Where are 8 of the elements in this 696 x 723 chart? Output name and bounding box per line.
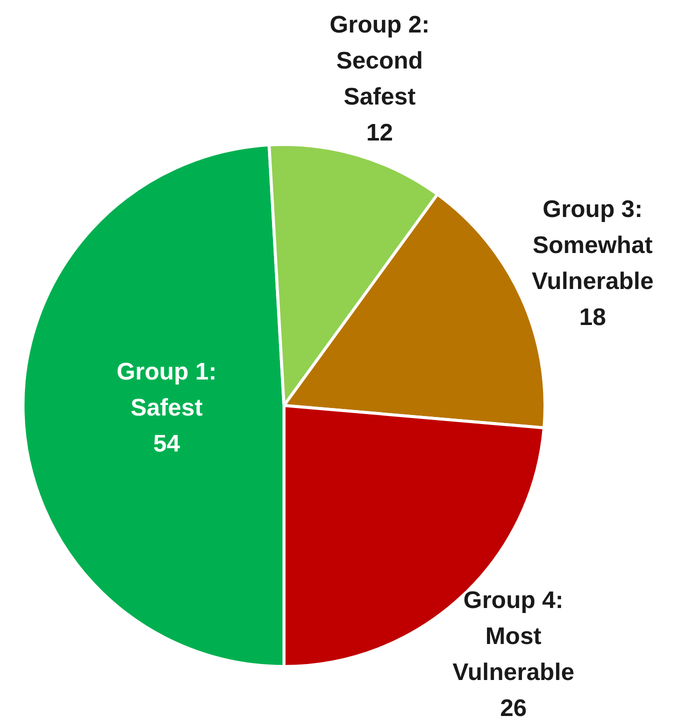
data-label: 54 [153, 430, 181, 458]
slice-label: Group 1: Safest [116, 358, 217, 422]
slice-label: Group 4: Most Vulnerable [452, 587, 574, 686]
data-label: 12 [366, 120, 393, 147]
slice-label: Group 3: Somewhat Vulnerable [532, 196, 654, 296]
data-label: 18 [579, 304, 606, 332]
slice-label: Group 2: Second Safest [330, 12, 430, 111]
data-label: 26 [500, 695, 527, 722]
